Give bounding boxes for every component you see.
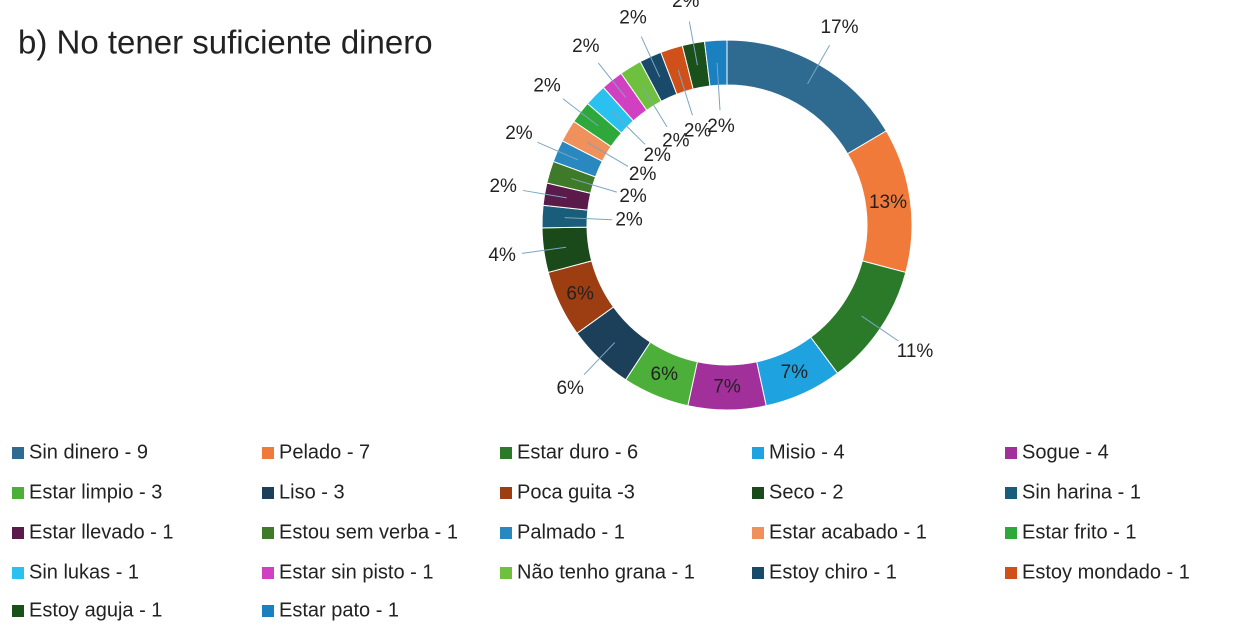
legend-label: Estar pato - 1 — [279, 599, 399, 621]
leader-line — [610, 110, 646, 145]
legend-label: Estar duro - 6 — [517, 441, 638, 463]
legend-swatch — [262, 447, 274, 459]
legend-label: Estoy mondado - 1 — [1022, 561, 1190, 583]
legend-swatch — [1005, 567, 1017, 579]
legend-label: Liso - 3 — [279, 481, 345, 503]
data-label: 2% — [619, 186, 647, 207]
leader-line — [522, 189, 567, 199]
data-label: 2% — [672, 0, 700, 12]
legend-label: Pelado - 7 — [279, 441, 370, 463]
leader-line — [688, 21, 698, 66]
legend-label: Estar acabado - 1 — [769, 521, 927, 543]
data-label: 6% — [556, 378, 584, 399]
legend-swatch — [12, 487, 24, 499]
legend-swatch — [752, 447, 764, 459]
data-label: 13% — [869, 192, 907, 213]
data-label: 2% — [572, 36, 600, 57]
data-label: 2% — [643, 145, 671, 166]
legend-label: Estar limpio - 3 — [29, 481, 162, 503]
donut-segment — [703, 39, 728, 87]
donut-segment — [726, 39, 887, 155]
legend-swatch — [262, 605, 274, 617]
legend-label: Estoy chiro - 1 — [769, 561, 897, 583]
legend-label: Estar frito - 1 — [1022, 521, 1136, 543]
legend-label: Estoy aguja - 1 — [29, 599, 162, 621]
legend-swatch — [262, 527, 274, 539]
legend-label: Palmado - 1 — [517, 521, 625, 543]
legend-swatch — [500, 447, 512, 459]
data-label: 7% — [781, 362, 809, 383]
data-label: 2% — [619, 7, 647, 28]
legend-label: Não tenho grana - 1 — [517, 561, 695, 583]
legend-label: Sin lukas - 1 — [29, 561, 139, 583]
data-label: 2% — [615, 210, 643, 231]
leader-line — [564, 217, 613, 221]
legend-label: Seco - 2 — [769, 481, 843, 503]
data-label: 2% — [684, 121, 712, 142]
legend-swatch — [1005, 527, 1017, 539]
leader-line — [586, 141, 629, 167]
legend-label: Sin dinero - 9 — [29, 441, 148, 463]
legend-swatch — [12, 567, 24, 579]
legend-swatch — [500, 487, 512, 499]
leader-line — [807, 44, 831, 85]
data-label: 6% — [651, 364, 679, 385]
legend-swatch — [752, 487, 764, 499]
legend-label: Sin harina - 1 — [1022, 481, 1141, 503]
legend-label: Poca guita -3 — [517, 481, 635, 503]
legend-swatch — [262, 567, 274, 579]
data-label: 2% — [629, 164, 657, 185]
legend-swatch — [500, 527, 512, 539]
legend-label: Estar llevado - 1 — [29, 521, 174, 543]
data-label: 2% — [489, 176, 517, 197]
legend-label: Estou sem verba - 1 — [279, 521, 458, 543]
legend-swatch — [12, 605, 24, 617]
leader-line — [640, 36, 661, 78]
data-label: 6% — [566, 284, 594, 305]
leader-line — [597, 62, 627, 99]
data-label: 17% — [820, 17, 858, 38]
legend-label: Estar sin pisto - 1 — [279, 561, 434, 583]
data-label: 11% — [897, 341, 934, 362]
legend-swatch — [12, 527, 24, 539]
leader-line — [562, 98, 599, 127]
legend-label: Misio - 4 — [769, 441, 845, 463]
legend-swatch — [1005, 447, 1017, 459]
leader-line — [861, 315, 899, 342]
legend-swatch — [262, 487, 274, 499]
legend-label: Sogue - 4 — [1022, 441, 1109, 463]
data-label: 2% — [707, 116, 735, 137]
data-label: 2% — [533, 76, 561, 97]
leader-line — [537, 141, 579, 161]
leader-line — [716, 62, 721, 111]
leader-line — [641, 86, 668, 128]
leader-line — [677, 69, 693, 116]
leader-line — [583, 342, 616, 376]
chart-title: b) No tener suficiente dinero — [18, 24, 433, 61]
legend-swatch — [752, 527, 764, 539]
legend-swatch — [12, 447, 24, 459]
data-label: 2% — [505, 123, 533, 144]
leader-line — [521, 246, 567, 254]
data-label: 7% — [713, 377, 741, 398]
legend-swatch — [500, 567, 512, 579]
legend-swatch — [1005, 487, 1017, 499]
data-label: 4% — [488, 245, 516, 266]
leader-line — [571, 178, 617, 193]
legend-swatch — [752, 567, 764, 579]
data-label: 2% — [662, 130, 690, 151]
